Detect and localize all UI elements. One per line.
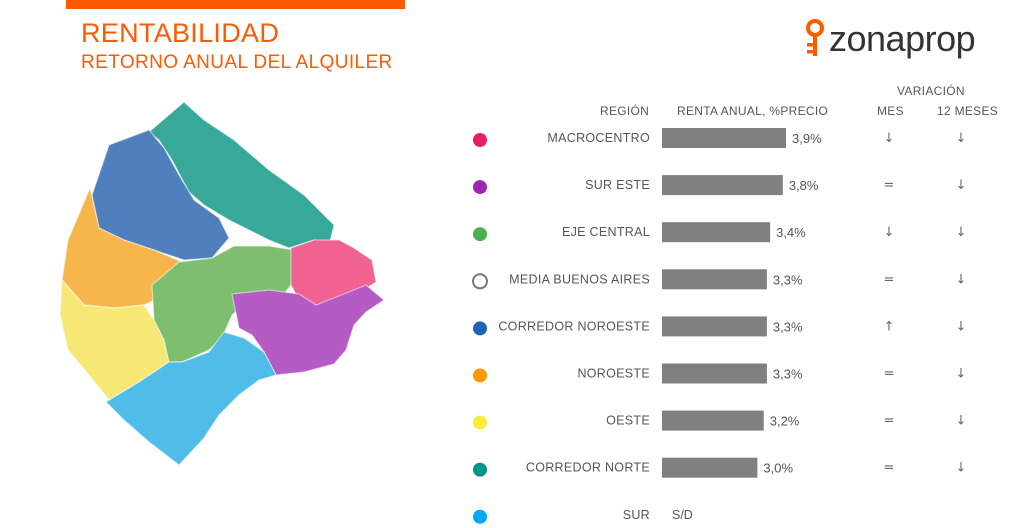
bar-media-buenos-aires: [662, 269, 767, 290]
variation-12m-oeste: ↓: [956, 414, 967, 429]
bar-sur-este: [662, 175, 783, 196]
region-label-oeste: OESTE: [606, 414, 650, 428]
region-label-media-buenos-aires: MEDIA BUENOS AIRES: [509, 272, 650, 286]
bar-noroeste: [662, 363, 767, 384]
variation-mes-noroeste: =: [884, 367, 895, 382]
column-header-renta: RENTA ANUAL, %PRECIO: [677, 104, 829, 118]
legend-dot-sur-este: [473, 180, 487, 195]
legend-dot-corredor-norte: [473, 462, 487, 477]
value-label-sur: S/D: [672, 508, 693, 522]
value-label-macrocentro: 3,9%: [792, 131, 822, 146]
variation-mes-eje-central: ↓: [884, 225, 895, 240]
column-header-variacion: VARIACIÓN: [897, 84, 965, 98]
region-label-noroeste: NOROESTE: [577, 367, 650, 381]
region-label-sur-este: SUR ESTE: [585, 178, 650, 192]
variation-12m-media-buenos-aires: ↓: [956, 272, 967, 287]
map-region-sur-este: [231, 284, 386, 376]
region-label-eje-central: EJE CENTRAL: [562, 225, 650, 239]
variation-12m-corredor-norte: ↓: [956, 461, 967, 476]
column-header-mes: MES: [877, 104, 904, 118]
variation-mes-sur-este: =: [884, 178, 895, 193]
variation-12m-eje-central: ↓: [956, 225, 967, 240]
variation-mes-oeste: =: [884, 414, 895, 429]
map-region-sur: [105, 331, 277, 466]
value-label-oeste: 3,2%: [770, 414, 800, 429]
page-title: RENTABILIDAD: [81, 18, 280, 48]
region-label-corredor-noroeste: CORREDOR NOROESTE: [498, 319, 650, 333]
variation-mes-media-buenos-aires: =: [884, 272, 895, 287]
value-label-media-buenos-aires: 3,3%: [773, 272, 803, 287]
legend-dot-eje-central: [473, 227, 487, 242]
zonaprop-logo: zonaprop: [804, 16, 1004, 64]
variation-mes-corredor-norte: =: [884, 461, 895, 476]
bar-corredor-norte: [662, 457, 758, 478]
bar-macrocentro: [662, 128, 786, 148]
legend-dot-sur: [473, 509, 487, 524]
variation-12m-sur-este: ↓: [956, 178, 967, 193]
key-icon: [806, 19, 824, 56]
logo-wordmark: zonaprop: [829, 18, 976, 59]
value-label-eje-central: 3,4%: [776, 225, 806, 240]
legend-dot-noroeste: [473, 368, 487, 383]
bar-oeste: [662, 410, 764, 431]
column-header-12-meses: 12 MESES: [937, 104, 999, 118]
value-label-noroeste: 3,3%: [773, 367, 803, 382]
buenos-aires-map: [59, 101, 386, 466]
value-label-corredor-norte: 3,0%: [763, 461, 793, 476]
legend-dot-corredor-noroeste: [473, 321, 487, 336]
page-subtitle: RETORNO ANUAL DEL ALQUILER: [81, 52, 393, 73]
legend-dot-macrocentro: [473, 133, 487, 147]
variation-12m-corredor-noroeste: ↓: [956, 319, 967, 334]
region-label-macrocentro: MACROCENTRO: [547, 131, 650, 145]
variation-mes-corredor-noroeste: ↑: [884, 319, 895, 334]
legend-dot-oeste: [473, 415, 487, 430]
variation-mes-macrocentro: ↓: [884, 131, 895, 146]
value-label-sur-este: 3,8%: [789, 178, 819, 193]
variation-12m-noroeste: ↓: [956, 367, 967, 382]
variation-12m-macrocentro: ↓: [956, 131, 967, 146]
bar-corredor-noroeste: [662, 316, 767, 337]
region-label-corredor-norte: CORREDOR NORTE: [526, 461, 650, 475]
legend-dot-media-buenos-aires: [472, 273, 488, 290]
column-header-region: REGIÓN: [600, 104, 650, 118]
top-accent-bar: [66, 0, 405, 9]
value-label-corredor-noroeste: 3,3%: [773, 319, 803, 334]
region-label-sur: SUR: [623, 508, 650, 522]
bar-eje-central: [662, 222, 771, 243]
